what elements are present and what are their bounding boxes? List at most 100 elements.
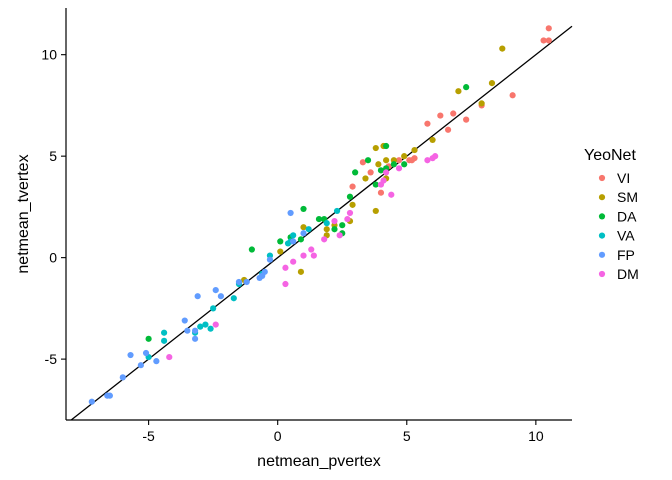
data-point (424, 120, 431, 127)
x-tick-label: 10 (528, 428, 544, 444)
data-point (202, 321, 209, 328)
series-sm (241, 45, 506, 284)
series-da (145, 84, 470, 342)
legend-label: VA (617, 228, 635, 244)
data-point (333, 207, 341, 215)
data-point (104, 392, 111, 399)
data-point (488, 79, 496, 87)
data-point (331, 226, 338, 233)
data-point (297, 268, 305, 275)
data-point (191, 335, 199, 342)
legend-label: SM (617, 189, 638, 205)
data-point (119, 374, 126, 381)
legend-item-sm: SM (598, 189, 638, 205)
data-point (282, 264, 289, 271)
x-tick-label: 0 (274, 428, 282, 444)
data-point (248, 246, 255, 253)
data-point (346, 209, 354, 217)
data-point (455, 88, 462, 95)
data-point (161, 329, 168, 336)
legend-key (598, 194, 606, 201)
data-point (429, 136, 436, 144)
series-dm (166, 153, 439, 361)
data-point (437, 112, 444, 119)
data-point (212, 287, 219, 294)
data-point (290, 232, 297, 239)
legend-key (598, 213, 606, 220)
y-tick-label: 0 (49, 250, 57, 266)
data-point (230, 295, 237, 302)
data-point (359, 159, 366, 166)
data-point (181, 317, 188, 324)
data-point (300, 205, 307, 213)
data-point (297, 236, 305, 243)
data-point (277, 238, 284, 245)
data-point (377, 181, 385, 188)
legend-item-da: DA (598, 208, 637, 224)
x-tick-label: -5 (142, 428, 155, 444)
data-point (212, 321, 219, 328)
legend-key (598, 174, 606, 182)
data-point (509, 92, 516, 99)
data-point (463, 84, 470, 91)
data-point (243, 278, 250, 286)
legend-label: DM (617, 266, 639, 282)
data-point (545, 37, 552, 44)
data-point (184, 327, 191, 334)
data-point (383, 169, 390, 176)
data-point (344, 215, 351, 223)
data-point (377, 189, 385, 196)
data-point (194, 293, 201, 300)
y-tick-label: 10 (41, 47, 57, 63)
data-point (277, 248, 284, 255)
data-point (424, 157, 431, 164)
data-point (191, 327, 199, 334)
data-point (308, 246, 315, 253)
data-point (346, 193, 354, 200)
data-point (321, 236, 328, 243)
data-point (362, 175, 369, 182)
data-point (450, 110, 457, 117)
data-point (429, 155, 436, 162)
data-point (137, 362, 144, 369)
data-point (161, 337, 168, 344)
data-point (88, 398, 95, 405)
data-point (499, 45, 506, 52)
data-point (390, 161, 397, 168)
data-point (463, 116, 470, 123)
data-point (352, 169, 359, 176)
data-point (210, 305, 217, 312)
data-point (372, 144, 379, 152)
legend-key (598, 232, 606, 239)
data-point (375, 161, 382, 168)
data-point (395, 157, 403, 164)
data-point (287, 209, 294, 217)
data-point (349, 183, 356, 190)
data-point (197, 323, 204, 330)
legend-item-dm: DM (598, 266, 639, 282)
data-point (142, 349, 150, 357)
x-axis-title: netmean_pvertex (257, 453, 381, 470)
legend-item-fp: FP (598, 247, 635, 263)
points-layer (88, 25, 552, 405)
data-point (266, 256, 274, 263)
data-point (540, 37, 547, 44)
data-point (401, 161, 408, 168)
data-point (349, 201, 356, 208)
data-point (284, 240, 292, 247)
y-axis-title: netmean_tvertex (15, 154, 32, 273)
legend-title: YeoNet (584, 147, 636, 164)
axes-layer (65, 8, 572, 421)
legend-key (598, 251, 606, 258)
legend-label: FP (617, 247, 635, 263)
data-point (323, 220, 330, 227)
identity-line (70, 25, 573, 421)
data-point (305, 226, 312, 233)
data-point (153, 358, 160, 365)
y-tick-label: 5 (49, 148, 57, 164)
legend-item-vi: VI (598, 170, 630, 186)
data-point (207, 325, 214, 332)
legend-label: DA (617, 208, 637, 224)
data-point (166, 353, 173, 361)
